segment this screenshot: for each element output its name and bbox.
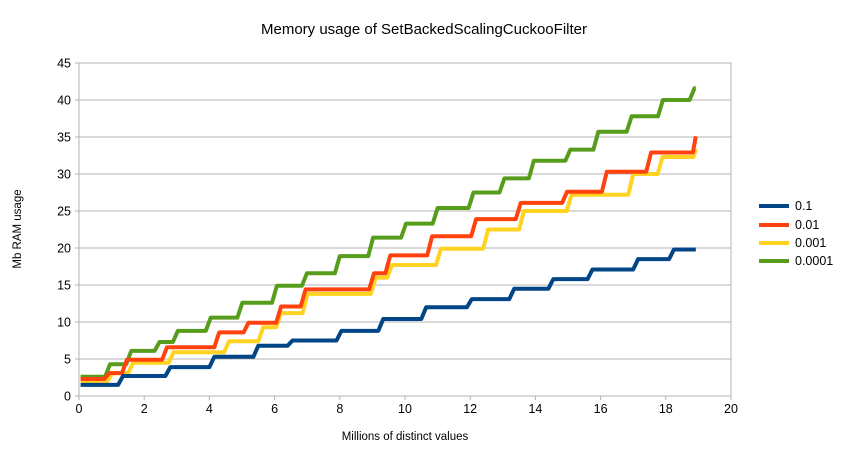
y-axis-title: Mb RAM usage	[12, 189, 24, 269]
legend-label: 0.0001	[795, 254, 834, 269]
legend-label: 0.001	[795, 235, 827, 250]
x-tick-label: 20	[724, 402, 738, 416]
x-tick-label: 16	[594, 402, 608, 416]
legend-swatch-0.01	[759, 222, 789, 227]
legend-label: 0.01	[795, 217, 820, 232]
y-tick-label: 15	[57, 279, 71, 293]
x-tick-label: 12	[463, 402, 477, 416]
legend-label: 0.1	[795, 199, 813, 214]
x-tick-label: 6	[271, 402, 278, 416]
legend-item: 0.1	[759, 197, 833, 215]
y-tick-label: 45	[57, 57, 71, 71]
y-tick-label: 35	[57, 131, 71, 145]
x-tick-label: 8	[336, 402, 343, 416]
legend: 0.1 0.01 0.001 0.0001	[759, 197, 833, 271]
y-tick-label: 30	[57, 168, 71, 182]
x-tick-label: 4	[206, 402, 213, 416]
y-tick-label: 25	[57, 205, 71, 219]
legend-swatch-0.001	[759, 240, 789, 245]
legend-item: 0.01	[759, 215, 833, 233]
x-axis-title: Millions of distinct values	[341, 431, 469, 443]
legend-swatch-0.0001	[759, 259, 789, 264]
x-tick-label: 18	[659, 402, 673, 416]
y-tick-label: 10	[57, 316, 71, 330]
legend-item: 0.0001	[759, 252, 833, 270]
series-line-0.1	[80, 247, 696, 387]
y-tick-label: 5	[64, 353, 71, 367]
series-line-0.01	[80, 135, 698, 381]
x-tick-label: 2	[141, 402, 148, 416]
legend-swatch-0.1	[759, 204, 789, 209]
y-tick-label: 40	[57, 94, 71, 108]
chart-title: Memory usage of SetBackedScalingCuckooFi…	[261, 21, 587, 38]
y-tick-label: 20	[57, 242, 71, 256]
legend-item: 0.001	[759, 234, 833, 252]
x-tick-label: 10	[398, 402, 412, 416]
y-tick-label: 0	[64, 390, 71, 404]
series-line-0.0001	[80, 86, 697, 379]
series-line-0.001	[80, 148, 698, 384]
x-tick-label: 0	[76, 402, 83, 416]
x-tick-label: 14	[528, 402, 542, 416]
